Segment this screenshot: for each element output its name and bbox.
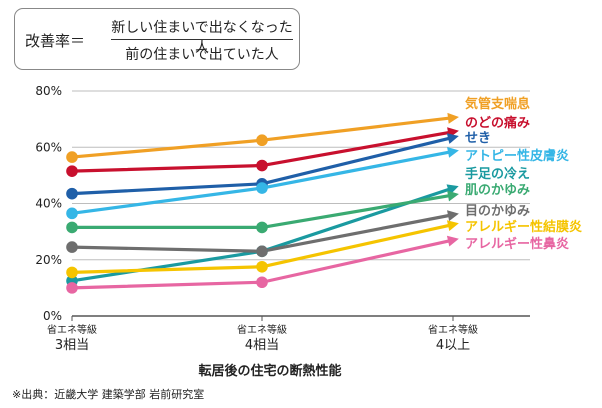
formula-fraction-bar bbox=[111, 39, 293, 40]
formula-numerator: 新しい住まいで出なくなった人 bbox=[111, 20, 293, 56]
series-arrowhead bbox=[447, 112, 459, 124]
data-point bbox=[256, 134, 268, 147]
y-tick-label: 0% bbox=[43, 309, 62, 323]
series-label: 気管支喘息 bbox=[465, 96, 530, 112]
x-tick-label-bottom: 3相当 bbox=[55, 338, 89, 353]
y-tick-label: 60% bbox=[35, 140, 62, 154]
series-arrowhead bbox=[447, 210, 459, 222]
data-point bbox=[256, 221, 268, 234]
formula-box: 改善率＝ 新しい住まいで出なくなった人 前の住まいで出ていた人 bbox=[14, 8, 300, 70]
series-arrowhead bbox=[447, 190, 459, 202]
series-label: アレルギー性鼻炎 bbox=[465, 236, 569, 252]
data-point bbox=[256, 276, 268, 289]
formula-denominator: 前の住まいで出ていた人 bbox=[125, 47, 279, 63]
data-point bbox=[66, 207, 78, 220]
data-point bbox=[256, 260, 268, 273]
x-tick-label-bottom: 4以上 bbox=[436, 338, 470, 353]
series-arrowhead bbox=[446, 220, 459, 232]
data-point bbox=[66, 282, 78, 294]
x-tick-label-bottom: 4相当 bbox=[245, 338, 279, 353]
series-label: 肌のかゆみ bbox=[465, 183, 530, 198]
data-point bbox=[256, 159, 268, 172]
y-tick-label: 80% bbox=[35, 84, 62, 98]
series-label: アレルギー性結膜炎 bbox=[465, 219, 582, 235]
series-label: のどの痛み bbox=[465, 115, 530, 131]
series-arrowhead bbox=[447, 147, 459, 158]
series-label: アトピー性皮膚炎 bbox=[465, 148, 569, 164]
series-label: 手足の冷え bbox=[465, 166, 530, 182]
data-point bbox=[256, 245, 268, 258]
data-point bbox=[66, 266, 78, 279]
y-tick-label: 20% bbox=[35, 253, 62, 267]
formula-label: 改善率＝ bbox=[25, 32, 86, 50]
data-point bbox=[66, 241, 78, 253]
x-tick-label-top: 省エネ等級 bbox=[237, 323, 287, 336]
data-point bbox=[66, 165, 78, 177]
data-point bbox=[66, 151, 78, 163]
data-point bbox=[256, 182, 268, 194]
data-point bbox=[66, 187, 78, 200]
x-tick-label-top: 省エネ等級 bbox=[428, 323, 478, 336]
y-tick-label: 40% bbox=[35, 197, 62, 211]
series-arrowhead bbox=[446, 235, 459, 247]
x-tick-label-top: 省エネ等級 bbox=[47, 323, 97, 336]
series-label: せき bbox=[465, 131, 491, 146]
data-point bbox=[66, 221, 78, 234]
series-arrowhead bbox=[446, 133, 459, 144]
source-note: ※出典：近畿大学 建築学部 岩前研究室 bbox=[12, 388, 205, 401]
series-label: 目のかゆみ bbox=[465, 204, 530, 219]
x-axis-title: 転居後の住宅の断熱性能 bbox=[198, 364, 342, 379]
